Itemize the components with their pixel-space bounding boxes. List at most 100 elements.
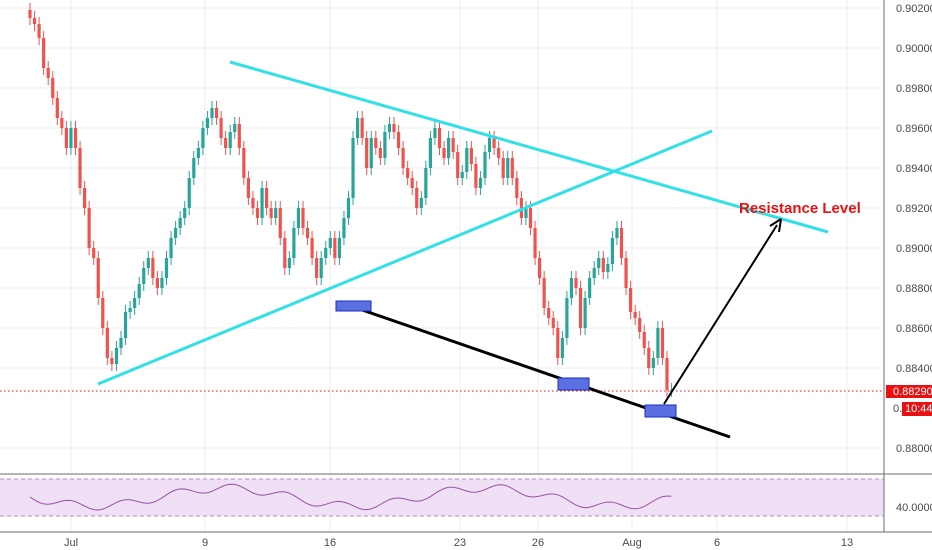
candlesticks [28,3,674,397]
candle-body [583,298,587,328]
candle-body [28,10,32,18]
descending-resistance-trendline [229,60,829,234]
candle-body [492,138,496,148]
candle-body [638,318,642,332]
candle-body [629,288,633,312]
candle-body [378,148,382,158]
x-tick-label: 6 [714,537,720,549]
candle-body [155,278,159,288]
y-tick-label: 0.89200 [896,203,932,215]
candle-body [474,164,478,188]
candle-body [374,138,378,148]
candle-body [524,208,528,218]
candle-body [337,238,341,258]
partial-price-tag: 0. [893,403,902,415]
candle-body [242,148,246,178]
candle-body [292,228,296,258]
candle-body [342,218,346,238]
candle-body [305,228,310,238]
support-marker-2 [557,377,590,391]
candle-body [315,258,319,278]
candle-body [365,138,369,168]
candle-body [246,178,250,198]
candle-body [110,358,114,364]
candle-body [497,148,501,158]
candle-body [219,118,223,138]
candle-body [73,128,78,148]
candle-body [196,148,200,158]
y-tick-label: 0.90200 [896,3,932,15]
candle-body [428,138,432,168]
candle-body [183,208,187,218]
rsi-axis-label: 40.0000 [896,502,932,514]
candle-body [151,258,155,278]
candle-body [665,358,669,390]
candle-body [456,152,460,178]
candle-body [32,18,37,24]
candle-body [392,124,396,132]
candle-body [442,148,446,158]
candle-body [187,178,191,208]
candle-body [201,128,205,148]
y-tick-label: 0.88800 [896,283,932,295]
x-axis-ticks: Jul 9 16 23 26 Aug 6 13 [64,537,853,549]
candle-body [578,288,583,328]
candle-body [87,208,91,248]
candle-body [265,188,269,208]
candle-body [92,248,96,258]
y-tick-label: 0.88600 [896,323,932,335]
y-tick-label: 0.89400 [896,163,932,175]
candle-body [437,128,442,148]
candle-body [419,198,423,208]
candle-body [356,118,360,138]
candle-body [160,278,164,288]
candle-body [651,358,655,368]
candle-body [433,128,437,138]
candle-body [228,132,232,148]
candle-body [237,124,241,148]
candle-body [606,264,610,272]
y-tick-label: 0.88000 [896,443,932,455]
candle-body [283,238,287,268]
trend-drawings: Resistance Level [97,60,861,439]
candle-body [647,348,651,368]
candle-body [164,258,169,278]
y-tick-label: 0.89000 [896,243,932,255]
candle-body [619,228,624,258]
candle-body [610,238,614,264]
candle-body [319,258,323,278]
candle-body [351,138,355,198]
candle-body [483,152,487,178]
timer-tag-bg [902,402,932,416]
candle-body [324,248,328,258]
candle-body [556,328,560,358]
rsi-line [29,483,672,511]
candle-body [137,284,141,298]
candle-body [46,68,50,78]
candle-body [501,158,505,178]
candle-body [569,278,574,298]
candle-body [383,132,387,158]
candle-body [396,132,401,148]
x-tick-label: 26 [532,537,544,549]
candle-body [192,158,196,178]
candle-body [269,208,273,218]
x-tick-label: Jul [64,537,78,549]
current-price-tag-bg [886,385,932,398]
projection-arrow [663,224,778,405]
candle-body [214,108,219,118]
candle-body [69,128,73,148]
candle-body [278,208,282,238]
candle-body [487,138,492,152]
candle-body [387,124,392,132]
candle-body [51,78,55,98]
candle-body [624,258,628,288]
grid-lines [0,0,884,532]
candle-body [101,298,105,328]
candle-body [301,208,305,228]
candle-body [574,278,578,288]
candle-body [251,198,255,208]
candle-body [560,338,564,358]
x-tick-label: 23 [454,537,466,549]
